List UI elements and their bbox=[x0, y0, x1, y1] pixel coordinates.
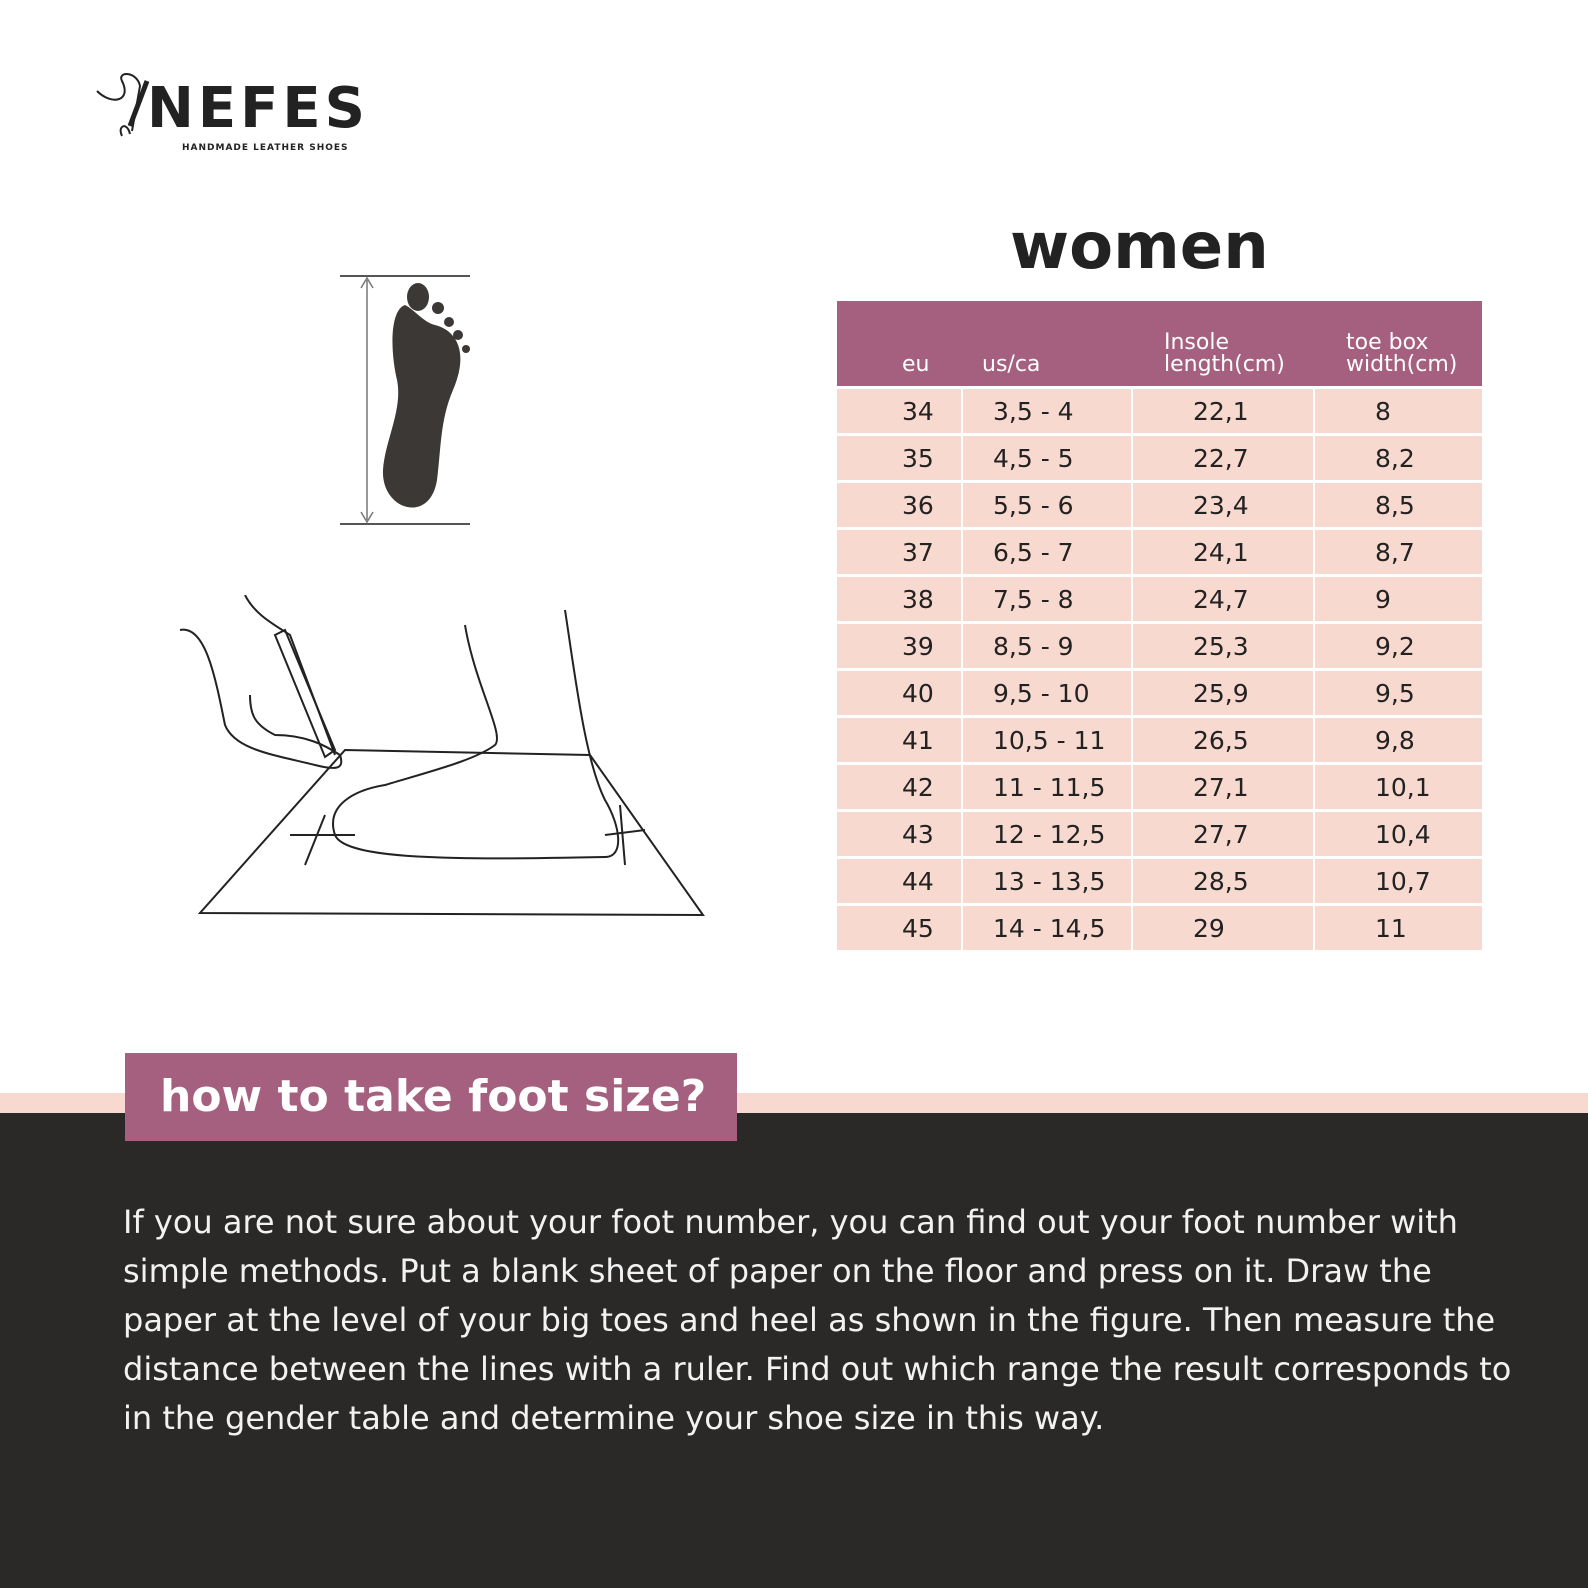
table-row: 38 7,5 - 8 24,7 9 bbox=[837, 574, 1482, 623]
cell-us-ca: 6,5 - 7 bbox=[961, 527, 1132, 576]
cell-toe-box-width: 10,4 bbox=[1313, 809, 1482, 858]
cell-toe-box-width: 8,2 bbox=[1313, 433, 1482, 482]
cell-eu: 45 bbox=[837, 903, 962, 950]
table-row: 43 12 - 12,5 27,7 10,4 bbox=[837, 809, 1482, 858]
cell-eu: 42 bbox=[837, 762, 962, 811]
cell-insole-length: 26,5 bbox=[1131, 715, 1314, 764]
foot-tracing-illustration bbox=[179, 595, 705, 917]
brand-tagline: HANDMADE LEATHER SHOES bbox=[182, 143, 349, 153]
table-row: 35 4,5 - 5 22,7 8,2 bbox=[837, 433, 1482, 482]
table-header-row: eu us/ca Insole length(cm) toe box width… bbox=[837, 301, 1482, 388]
cell-insole-length: 27,1 bbox=[1131, 762, 1314, 811]
cell-us-ca: 13 - 13,5 bbox=[961, 856, 1132, 905]
cell-toe-box-width: 9 bbox=[1313, 574, 1482, 623]
cell-us-ca: 7,5 - 8 bbox=[961, 574, 1132, 623]
cell-us-ca: 5,5 - 6 bbox=[961, 480, 1132, 529]
cell-toe-box-width: 11 bbox=[1313, 903, 1482, 950]
brand-logo: NEFES HANDMADE LEATHER SHOES bbox=[92, 66, 372, 166]
cell-insole-length: 28,5 bbox=[1131, 856, 1314, 905]
cell-toe-box-width: 9,5 bbox=[1313, 668, 1482, 717]
cell-eu: 39 bbox=[837, 621, 962, 670]
cell-eu: 41 bbox=[837, 715, 962, 764]
cell-toe-box-width: 9,2 bbox=[1313, 621, 1482, 670]
howto-text: If you are not sure about your foot numb… bbox=[123, 1203, 1512, 1437]
header-toe-box-width: toe box width(cm) bbox=[1314, 301, 1482, 388]
cell-insole-length: 25,3 bbox=[1131, 621, 1314, 670]
cell-insole-length: 22,7 bbox=[1131, 433, 1314, 482]
cell-toe-box-width: 8,5 bbox=[1313, 480, 1482, 529]
table-row: 42 11 - 11,5 27,1 10,1 bbox=[837, 762, 1482, 811]
cell-eu: 37 bbox=[837, 527, 962, 576]
cell-insole-length: 24,1 bbox=[1131, 527, 1314, 576]
cell-us-ca: 12 - 12,5 bbox=[961, 809, 1132, 858]
cell-toe-box-width: 8 bbox=[1313, 386, 1482, 435]
cell-eu: 40 bbox=[837, 668, 962, 717]
cell-toe-box-width: 10,1 bbox=[1313, 762, 1482, 811]
cell-insole-length: 23,4 bbox=[1131, 480, 1314, 529]
cell-us-ca: 14 - 14,5 bbox=[961, 903, 1132, 950]
instructions-panel bbox=[0, 1113, 1588, 1588]
table-row: 40 9,5 - 10 25,9 9,5 bbox=[837, 668, 1482, 717]
cell-eu: 43 bbox=[837, 809, 962, 858]
table-row: 39 8,5 - 9 25,3 9,2 bbox=[837, 621, 1482, 670]
cell-insole-length: 29 bbox=[1131, 903, 1314, 950]
table-row: 41 10,5 - 11 26,5 9,8 bbox=[837, 715, 1482, 764]
foot-length-illustration bbox=[340, 275, 470, 525]
cell-us-ca: 9,5 - 10 bbox=[961, 668, 1132, 717]
header-insole-length: Insole length(cm) bbox=[1132, 301, 1314, 388]
table-row: 37 6,5 - 7 24,1 8,7 bbox=[837, 527, 1482, 576]
cell-us-ca: 11 - 11,5 bbox=[961, 762, 1132, 811]
header-us-ca: us/ca bbox=[962, 301, 1132, 388]
cell-us-ca: 8,5 - 9 bbox=[961, 621, 1132, 670]
cell-insole-length: 24,7 bbox=[1131, 574, 1314, 623]
cell-toe-box-width: 9,8 bbox=[1313, 715, 1482, 764]
needle-thread-icon bbox=[96, 73, 150, 137]
cell-insole-length: 22,1 bbox=[1131, 386, 1314, 435]
cell-us-ca: 10,5 - 11 bbox=[961, 715, 1132, 764]
cell-us-ca: 4,5 - 5 bbox=[961, 433, 1132, 482]
cell-eu: 38 bbox=[837, 574, 962, 623]
cell-insole-length: 27,7 bbox=[1131, 809, 1314, 858]
cell-eu: 44 bbox=[837, 856, 962, 905]
cell-toe-box-width: 8,7 bbox=[1313, 527, 1482, 576]
table-row: 44 13 - 13,5 28,5 10,7 bbox=[837, 856, 1482, 905]
cell-toe-box-width: 10,7 bbox=[1313, 856, 1482, 905]
cell-insole-length: 25,9 bbox=[1131, 668, 1314, 717]
brand-name: NEFES bbox=[147, 76, 369, 141]
table-row: 36 5,5 - 6 23,4 8,5 bbox=[837, 480, 1482, 529]
header-eu: eu bbox=[837, 301, 962, 388]
howto-heading: how to take foot size? bbox=[125, 1053, 737, 1141]
cell-us-ca: 3,5 - 4 bbox=[961, 386, 1132, 435]
table-row: 34 3,5 - 4 22,1 8 bbox=[837, 386, 1482, 435]
cell-eu: 36 bbox=[837, 480, 962, 529]
size-chart-table: eu us/ca Insole length(cm) toe box width… bbox=[837, 301, 1482, 950]
cell-eu: 34 bbox=[837, 386, 962, 435]
cell-eu: 35 bbox=[837, 433, 962, 482]
table-title: women bbox=[1010, 210, 1269, 284]
table-row: 45 14 - 14,5 29 11 bbox=[837, 903, 1482, 950]
